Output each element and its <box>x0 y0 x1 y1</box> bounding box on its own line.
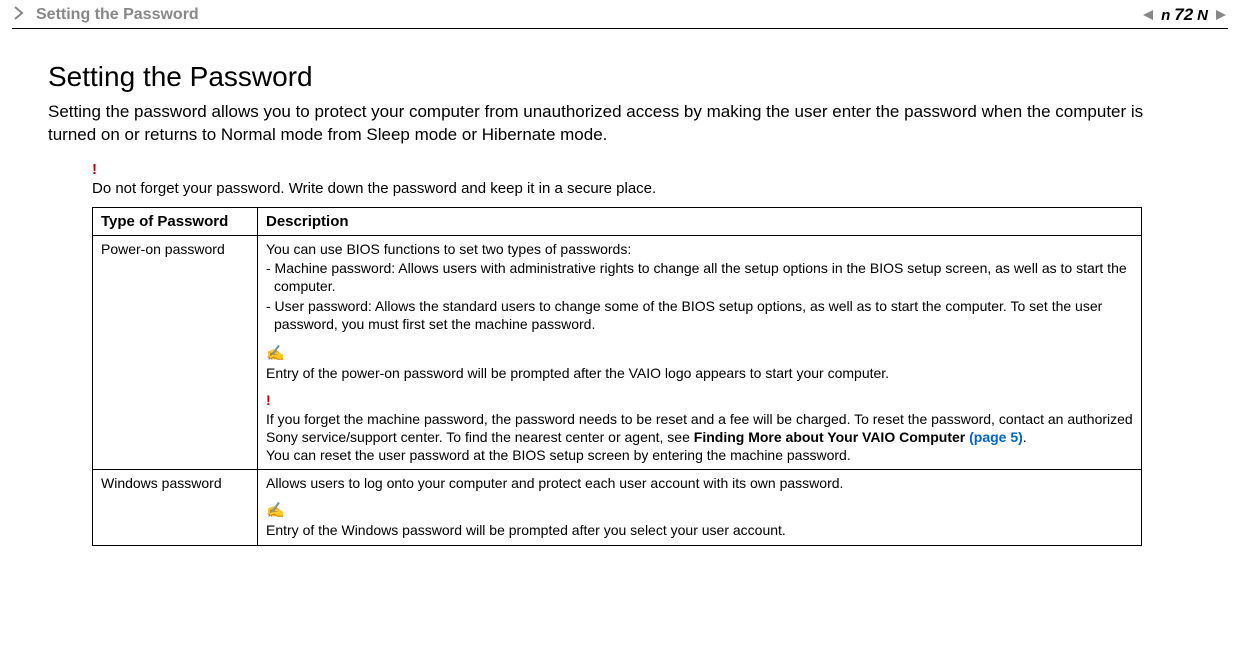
poweron-note: Entry of the power-on password will be p… <box>266 364 1133 382</box>
page-number: 72 <box>1174 5 1193 25</box>
cell-type-windows: Windows password <box>93 470 258 545</box>
page-title: Setting the Password <box>48 61 1192 93</box>
warn-post: . <box>1023 429 1027 445</box>
warning-icon: ! <box>92 161 1192 178</box>
windows-intro: Allows users to log onto your computer a… <box>266 475 1133 491</box>
note-icon: ✍ <box>266 344 1133 362</box>
cell-desc-poweron: You can use BIOS functions to set two ty… <box>258 235 1142 470</box>
top-warning: ! Do not forget your password. Write dow… <box>92 161 1192 197</box>
table-row: Power-on password You can use BIOS funct… <box>93 235 1142 470</box>
col-header-desc: Description <box>258 207 1142 235</box>
header-right: n 72 N <box>1141 5 1228 25</box>
col-header-type: Type of Password <box>93 207 258 235</box>
poweron-warning-2: You can reset the user password at the B… <box>266 446 1133 464</box>
poweron-intro: You can use BIOS functions to set two ty… <box>266 241 1133 257</box>
cell-desc-windows: Allows users to log onto your computer a… <box>258 470 1142 545</box>
brand-chevron-icon <box>12 5 28 26</box>
table-header-row: Type of Password Description <box>93 207 1142 235</box>
prev-page-button[interactable] <box>1141 6 1161 24</box>
page-n-label: n <box>1161 7 1170 24</box>
bullet-user-pwd: - User password: Allows the standard use… <box>266 297 1133 333</box>
intro-paragraph: Setting the password allows you to prote… <box>48 101 1192 147</box>
page-header: Setting the Password n 72 N <box>0 0 1240 26</box>
note-icon: ✍ <box>266 501 1133 519</box>
warning-text: Do not forget your password. Write down … <box>92 180 1192 197</box>
table-row: Windows password Allows users to log ont… <box>93 470 1142 545</box>
page-content: Setting the Password Setting the passwor… <box>0 29 1240 556</box>
next-page-button[interactable] <box>1208 6 1228 24</box>
bullet-machine-pwd: - Machine password: Allows users with ad… <box>266 259 1133 295</box>
password-table: Type of Password Description Power-on pa… <box>92 207 1142 546</box>
cell-type-poweron: Power-on password <box>93 235 258 470</box>
poweron-warning: If you forget the machine password, the … <box>266 410 1133 446</box>
header-left: Setting the Password <box>12 5 1141 26</box>
page-5-link[interactable]: (page 5) <box>969 429 1023 445</box>
windows-note: Entry of the Windows password will be pr… <box>266 521 1133 539</box>
breadcrumb: Setting the Password <box>36 6 199 24</box>
warning-icon: ! <box>266 392 1133 408</box>
page-N-label: N <box>1197 7 1208 24</box>
warn-bold: Finding More about Your VAIO Computer <box>694 429 969 445</box>
